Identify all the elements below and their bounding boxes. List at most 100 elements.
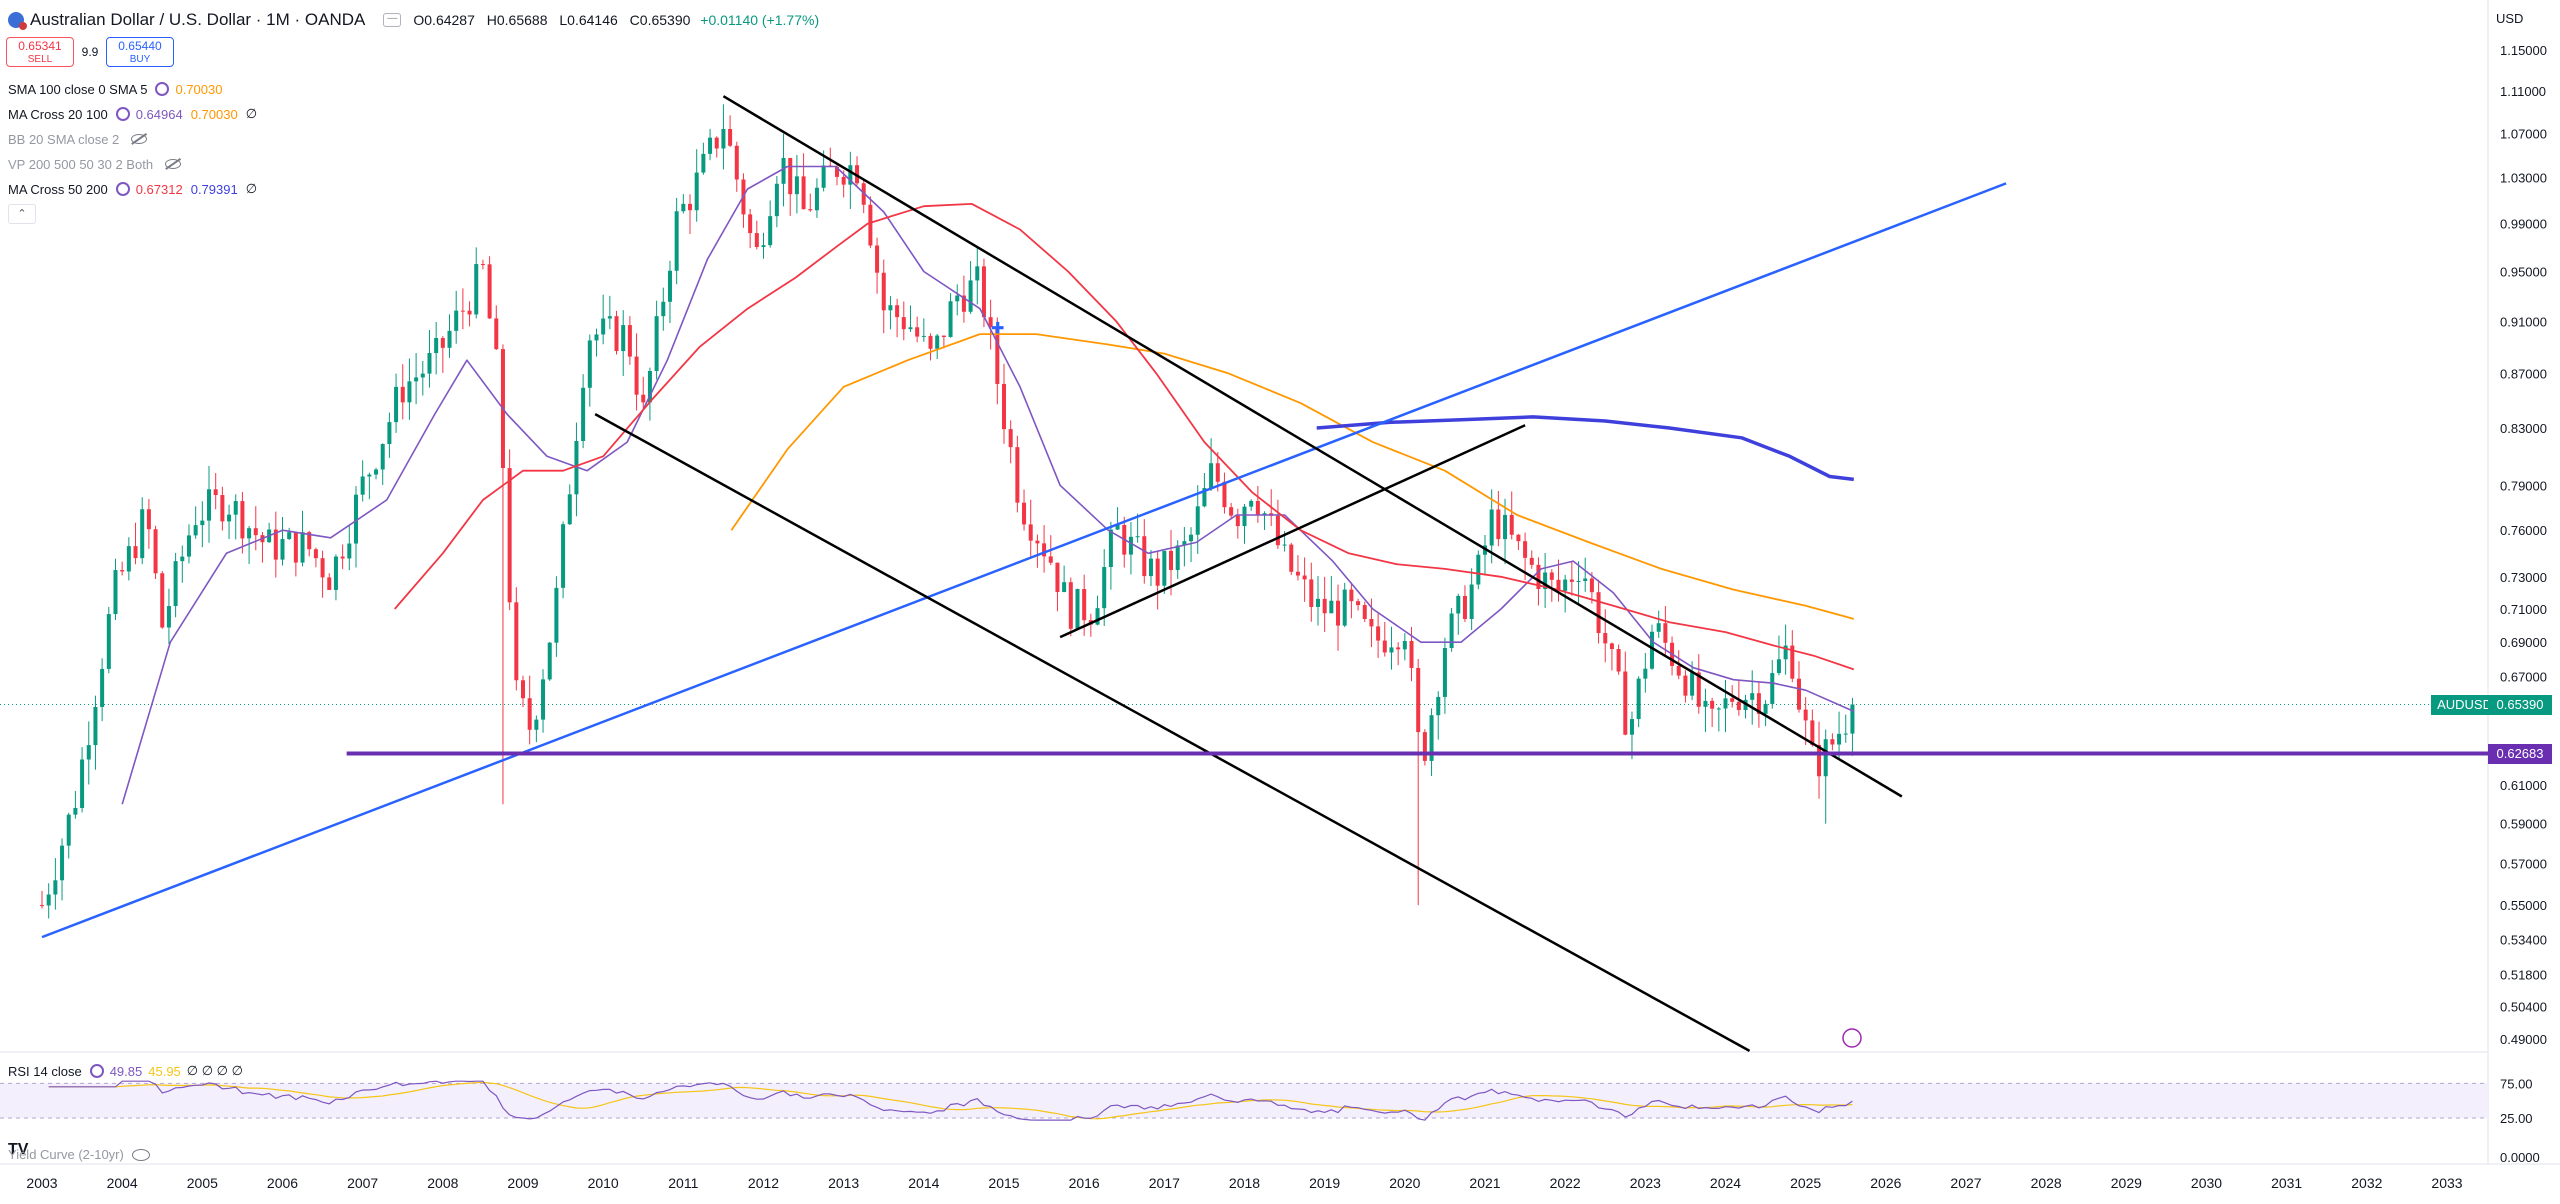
collapse-legend-icon[interactable]: — [383,13,402,27]
candle-body [333,556,338,590]
candle-body [280,539,285,560]
candle-body [180,556,185,562]
candle-body [1596,592,1601,634]
price-tick-label: 0.67000 [2500,669,2547,684]
sma100-line [730,333,1855,620]
candle-body [380,444,385,470]
price-tick-label: 0.91000 [2500,314,2547,329]
rsi-name[interactable]: RSI 14 close [8,1063,82,1079]
candle-body [1449,613,1454,649]
indicator-name[interactable]: MA Cross 20 100 [8,106,108,122]
trendline[interactable] [1059,424,1526,639]
candle-body [681,203,686,212]
candle-body [534,719,539,730]
candle-body [908,327,913,330]
rsi-settings-icon[interactable] [89,1064,104,1078]
candle-body [1162,550,1167,586]
time-tick-label: 2031 [2271,1175,2302,1191]
candle-body [1409,641,1414,668]
hidden-eye-icon[interactable] [131,134,148,144]
ma50-line [394,203,1855,671]
candle-body [554,587,559,643]
time-tick-label: 2018 [1229,1175,1260,1191]
candle-body [1249,500,1254,507]
trendline[interactable] [41,182,2007,939]
candle-body [1736,701,1741,711]
indicator-name[interactable]: VP 200 500 50 30 2 Both [8,156,154,172]
candle-body [1169,550,1174,571]
candle-body [100,668,105,707]
candle-body [427,353,432,374]
chart-header: Australian Dollar / U.S. Dollar · 1M · O… [8,8,819,32]
price-tick-label: 1.07000 [2500,127,2547,142]
crosshair-marker-icon: ✚ [991,319,1004,338]
candle-body [1616,649,1621,672]
candle-body [1716,708,1721,710]
candle-body [1556,579,1561,591]
indicator-settings-icon[interactable] [115,107,130,121]
candle-body [721,128,726,149]
tradingview-logo-icon[interactable]: TV [8,1141,29,1158]
candle-body [561,524,566,588]
candle-body [547,642,552,680]
indicator-name[interactable]: MA Cross 50 200 [8,181,108,197]
candle-body [1817,744,1822,777]
indicator-name[interactable]: BB 20 SMA close 2 [8,131,120,147]
price-tick-label: 1.15000 [2500,43,2547,58]
candle-body [39,905,45,907]
candle-body [1242,506,1247,527]
candle-body [1416,667,1421,733]
candle-body [1690,672,1695,696]
candle-body [688,203,693,211]
candle-body [454,310,459,331]
candle-body [1102,567,1107,609]
trendline[interactable] [722,95,1903,798]
candle-body [1389,647,1394,653]
candle-body [86,745,91,760]
candle-body [1796,678,1801,710]
candle-body [353,494,358,544]
candle-body [1576,580,1581,582]
candle-body [634,356,639,395]
candle-body [200,520,205,526]
symbol-title[interactable]: Australian Dollar / U.S. Dollar · 1M · O… [30,10,366,29]
time-tick-label: 2006 [267,1175,298,1191]
candle-body [601,318,606,335]
indicator-name[interactable]: SMA 100 close 0 SMA 5 [8,81,148,97]
candle-body [1683,675,1688,696]
candle-body [621,325,626,352]
time-tick-label: 2017 [1149,1175,1180,1191]
candle-body [754,233,759,248]
sell-button[interactable]: 0.65341 SELL [6,37,74,67]
candle-body [1195,506,1200,535]
price-tick-label: 0.51800 [2500,968,2547,983]
candle-body [414,377,419,382]
candle-body [607,316,612,319]
candle-body [1803,709,1808,721]
indicator-value: 0.67312 [135,181,183,197]
candle-body [307,532,312,550]
yield-curve-label[interactable]: Yield Curve (2-10yr) [8,1147,124,1162]
candle-body [1603,633,1608,644]
candle-body [667,270,672,302]
ohlc-high: H0.65688 [486,12,548,28]
indicator-settings-icon[interactable] [155,82,170,96]
candle-body [1643,668,1648,679]
candle-body [1663,623,1668,643]
rsi-band [0,1083,2488,1118]
legend-toggle-button[interactable]: ⌃ [8,204,36,224]
indicator-settings-icon[interactable] [115,182,130,196]
candle-body [647,370,652,403]
currency-label[interactable]: USD [2496,11,2524,26]
time-tick-label: 2021 [1469,1175,1500,1191]
time-tick-label: 2020 [1389,1175,1420,1191]
candle-body [1543,572,1548,589]
hidden-eye-icon[interactable] [131,1148,150,1161]
hidden-eye-icon[interactable] [165,159,182,169]
candle-body [1549,572,1554,580]
alert-marker-icon[interactable] [1842,1028,1862,1048]
candle-body [935,335,940,349]
trendline[interactable] [594,413,1751,1052]
buy-button[interactable]: 0.65440 BUY [106,37,174,67]
